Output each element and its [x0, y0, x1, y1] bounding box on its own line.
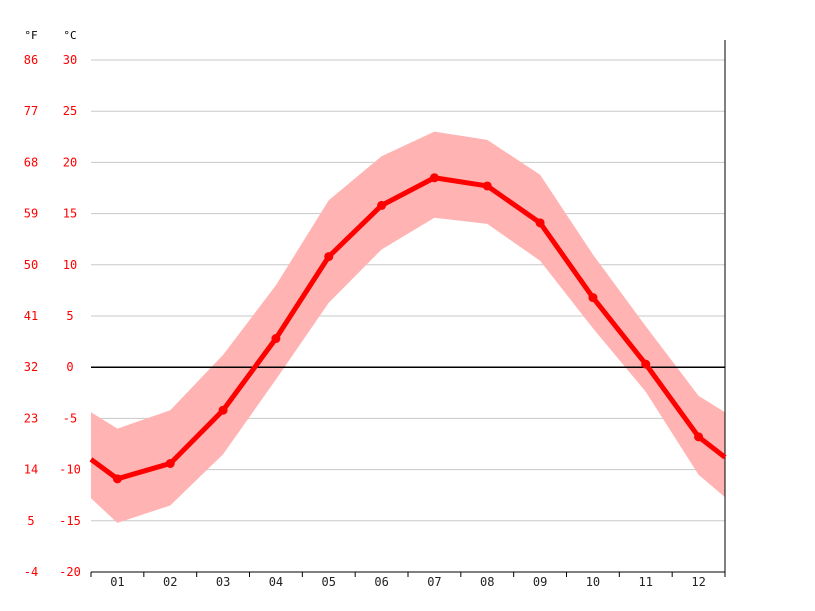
- data-point-03: [218, 405, 228, 415]
- y-tick-fahrenheit: 41: [24, 309, 38, 323]
- x-tick-label: 01: [110, 575, 124, 589]
- data-point-09: [535, 218, 545, 228]
- y-tick-fahrenheit: 23: [24, 411, 38, 425]
- series-line: [89, 175, 727, 482]
- y-tick-celsius: 10: [63, 258, 77, 272]
- data-point-07: [429, 173, 439, 183]
- fahrenheit-unit-label: °F: [24, 29, 37, 42]
- data-points: [112, 173, 704, 484]
- y-tick-labels: 30 86 25 77 20 68 15 59 10 50 5 41 0 32 -5 23 -10 14 -15 5 -…: [24, 53, 81, 579]
- y-tick-fahrenheit: 59: [24, 207, 38, 221]
- y-tick-fahrenheit: 14: [24, 463, 38, 477]
- x-tick-label: 03: [216, 575, 230, 589]
- y-tick-fahrenheit: 77: [24, 104, 38, 118]
- data-point-06: [377, 200, 387, 210]
- x-tick-label: 02: [163, 575, 177, 589]
- x-tick-label: 04: [269, 575, 283, 589]
- y-tick-fahrenheit: 68: [24, 155, 38, 169]
- y-tick-celsius: 15: [63, 207, 77, 221]
- y-tick-fahrenheit: 86: [24, 53, 38, 67]
- celsius-unit-label: °C: [63, 29, 76, 42]
- x-tick-label: 12: [691, 575, 705, 589]
- data-point-05: [324, 252, 334, 262]
- y-tick-celsius: 20: [63, 155, 77, 169]
- data-point-11: [641, 359, 651, 369]
- y-tick-fahrenheit: 50: [24, 258, 38, 272]
- y-tick-celsius: -10: [59, 463, 81, 477]
- y-tick-celsius: -20: [59, 565, 81, 579]
- mean-temperature-line: [89, 175, 727, 482]
- data-point-08: [482, 181, 492, 191]
- y-tick-celsius: -5: [63, 411, 77, 425]
- x-tick-label: 11: [639, 575, 653, 589]
- data-point-10: [588, 293, 598, 303]
- axes: [90, 40, 726, 577]
- y-tick-celsius: -15: [59, 514, 81, 528]
- y-tick-celsius: 5: [66, 309, 73, 323]
- x-tick-label: 09: [533, 575, 547, 589]
- data-point-02: [165, 458, 175, 468]
- range-band: [91, 131, 725, 523]
- data-point-01: [112, 474, 122, 484]
- y-tick-fahrenheit: 5: [27, 514, 34, 528]
- y-tick-fahrenheit: -4: [24, 565, 38, 579]
- x-tick-label: 10: [586, 575, 600, 589]
- y-tick-celsius: 30: [63, 53, 77, 67]
- x-tick-label: 06: [374, 575, 388, 589]
- x-tick-label: 08: [480, 575, 494, 589]
- x-tick-labels: 01 02 03 04 05 06 07 08 09 10 11 12: [110, 575, 706, 589]
- x-tick-label: 07: [427, 575, 441, 589]
- temperature-range-band: [91, 131, 725, 523]
- x-tick-label: 05: [322, 575, 336, 589]
- y-tick-celsius: 25: [63, 104, 77, 118]
- y-tick-celsius: 0: [66, 360, 73, 374]
- data-point-04: [271, 334, 281, 344]
- y-tick-fahrenheit: 32: [24, 360, 38, 374]
- data-point-12: [694, 432, 704, 442]
